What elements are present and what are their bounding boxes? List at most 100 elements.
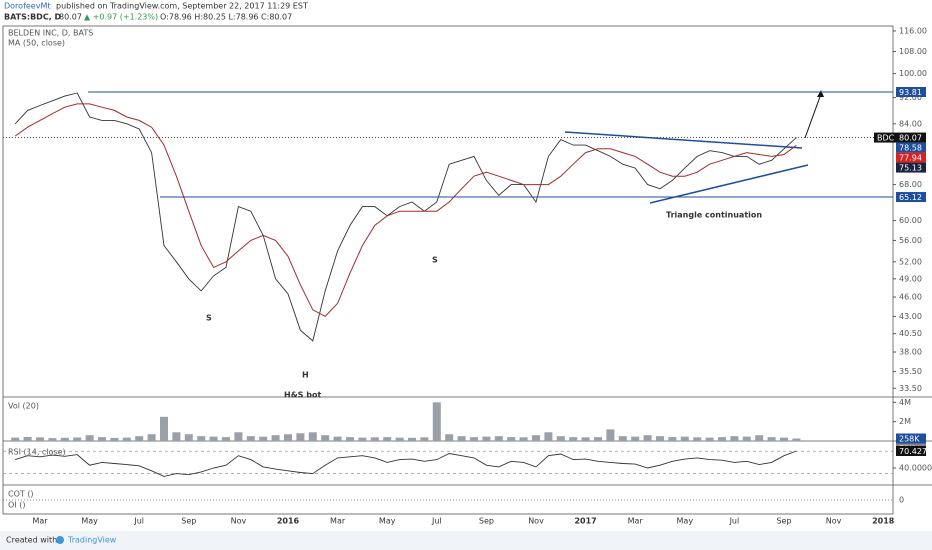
x-tick-label: 2017 bbox=[574, 517, 596, 526]
x-tick-label: 2016 bbox=[277, 517, 300, 526]
y-tick-label: 56.00 bbox=[899, 236, 922, 245]
volume-bar bbox=[680, 436, 689, 441]
y-tick-label: 38.00 bbox=[899, 348, 922, 357]
volume-bar bbox=[420, 437, 429, 441]
footer-text: Created with bbox=[6, 536, 57, 545]
x-tick-label: Nov bbox=[231, 517, 247, 526]
pane-title: Vol (20) bbox=[8, 402, 39, 411]
x-tick-label: Jul bbox=[133, 517, 144, 526]
pane-title: COT () bbox=[8, 490, 34, 499]
price-tag: 70.4273 bbox=[899, 447, 932, 456]
volume-bar bbox=[296, 433, 305, 441]
brand[interactable]: TradingView bbox=[67, 536, 117, 545]
annotation: H&S bot bbox=[284, 391, 321, 400]
volume-bar bbox=[519, 437, 528, 441]
volume-bar bbox=[408, 437, 416, 441]
price-tag: 258K bbox=[899, 435, 920, 444]
y-tick-label: 108.00 bbox=[899, 47, 927, 56]
y-tick-label: 68.00 bbox=[899, 180, 922, 189]
x-tick-label: Mar bbox=[628, 517, 644, 526]
author[interactable]: DorofeevMt bbox=[4, 2, 51, 11]
volume-bar bbox=[494, 436, 503, 441]
volume-bar bbox=[780, 437, 788, 441]
symbol-tag: BDC bbox=[877, 134, 895, 143]
volume-bar bbox=[333, 436, 342, 441]
x-tick-label: Sep bbox=[776, 517, 791, 526]
x-tick-label: Mar bbox=[32, 517, 48, 526]
price-tag-box bbox=[896, 192, 926, 203]
volume-bar bbox=[792, 438, 801, 441]
volume-bar bbox=[457, 436, 466, 441]
volume-bar bbox=[656, 436, 664, 441]
footer-bar bbox=[0, 531, 932, 550]
price-tag-box bbox=[896, 87, 926, 98]
y-tick-label: 35.50 bbox=[899, 367, 922, 376]
volume-bar bbox=[73, 437, 82, 441]
moving-average bbox=[14, 103, 797, 318]
volume-bar bbox=[246, 436, 255, 441]
arrow bbox=[804, 93, 822, 139]
annotation: Triangle continuation bbox=[666, 211, 762, 220]
volume-bar bbox=[544, 432, 553, 441]
y-tick-label: 52.00 bbox=[899, 257, 922, 266]
volume-bar bbox=[197, 436, 206, 441]
y-tick-label: 43.00 bbox=[899, 312, 922, 321]
rsi-line bbox=[15, 450, 797, 477]
volume-bar bbox=[23, 436, 32, 441]
x-tick-label: May bbox=[379, 517, 396, 526]
price-tag-box bbox=[896, 142, 926, 153]
volume-bar bbox=[718, 437, 726, 441]
volume-bar bbox=[358, 437, 367, 441]
price-tag: 78.58 bbox=[899, 144, 922, 153]
arrow-head bbox=[817, 90, 824, 97]
volume-bar bbox=[36, 437, 44, 441]
y-tick-label: 33.50 bbox=[899, 384, 922, 393]
y-tick-label: 92.00 bbox=[899, 93, 922, 102]
volume-bar bbox=[383, 437, 392, 441]
x-tick-label: May bbox=[81, 517, 98, 526]
ohlc: O:78.96 H:80.25 L:78.96 C:80.07 bbox=[160, 13, 292, 22]
volume-bar bbox=[308, 432, 317, 441]
trendline bbox=[564, 131, 803, 149]
volume-bar bbox=[755, 435, 764, 441]
volume-bar bbox=[85, 435, 94, 441]
y-tick-label: 116.00 bbox=[899, 26, 927, 35]
x-tick-label: Mar bbox=[330, 517, 346, 526]
y-tick-label: 2M bbox=[899, 417, 911, 426]
volume-bar bbox=[98, 437, 106, 441]
volume-bar bbox=[730, 436, 739, 441]
volume-bar bbox=[395, 437, 404, 441]
price-tag-box bbox=[896, 132, 926, 143]
volume-bar bbox=[556, 436, 565, 441]
ma-legend: MA (50, close) bbox=[8, 39, 65, 48]
volume-bar bbox=[432, 402, 441, 441]
last-price: 80.07 bbox=[59, 13, 82, 22]
volume-bar bbox=[507, 437, 516, 441]
logo bbox=[56, 536, 64, 544]
x-tick-label: Jul bbox=[431, 517, 442, 526]
price-tag-box bbox=[896, 162, 926, 173]
annotation: S bbox=[206, 314, 212, 323]
y-tick-label: 40.0000 bbox=[899, 464, 932, 473]
volume-bar bbox=[209, 436, 218, 441]
y-tick-label: 60.00 bbox=[899, 216, 922, 225]
volume-bar bbox=[222, 437, 230, 441]
volume-bar bbox=[271, 435, 280, 441]
y-tick-label: 100.00 bbox=[899, 69, 927, 78]
price-tag: 93.81 bbox=[899, 88, 922, 97]
pane-title: BELDEN INC, D, BATS bbox=[8, 29, 93, 38]
volume-bar bbox=[147, 434, 156, 441]
plot-frame bbox=[2, 25, 894, 515]
volume-bar bbox=[11, 437, 20, 441]
x-tick-label: Sep bbox=[181, 517, 196, 526]
price-line bbox=[14, 92, 797, 342]
volume-bar bbox=[767, 437, 776, 441]
price-tag-box bbox=[896, 433, 926, 444]
symbol-tag-box bbox=[874, 132, 896, 143]
price-tag-box bbox=[896, 152, 926, 163]
x-tick-label: Nov bbox=[826, 517, 842, 526]
volume-bar bbox=[631, 436, 640, 441]
volume-bar bbox=[470, 437, 478, 441]
volume-bar bbox=[321, 435, 330, 441]
